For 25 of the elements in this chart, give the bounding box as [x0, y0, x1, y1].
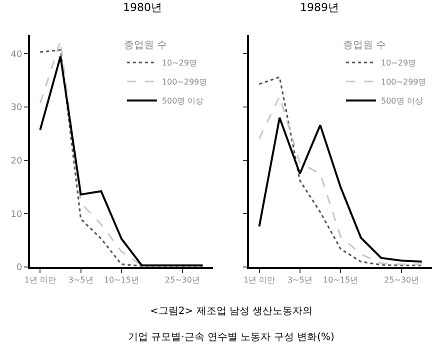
legend-label: 10~29명 [162, 58, 197, 68]
y-tick-label: 0 [16, 263, 22, 274]
y-tick-label: 20 [10, 156, 22, 166]
x-tick-label: 10~15년 [323, 276, 358, 285]
x-tick-label: 1년 미만 [243, 276, 276, 285]
text: 기업 규모별·근속 연수별 노동자 구성 변화(%) [128, 332, 334, 343]
chart-title: 1980년 [123, 1, 162, 14]
y-tick-label: 40 [10, 50, 22, 60]
x-tick-label: 10~15년 [104, 276, 139, 285]
x-tick-label: 25~30년 [164, 276, 200, 285]
x-tick-label: 25~30년 [384, 276, 420, 285]
legend-title: 종업원 수 [343, 40, 386, 51]
y-tick-label: 30 [10, 103, 22, 114]
y-tick-label: 10 [10, 210, 22, 220]
legend-title: 종업원 수 [124, 40, 168, 51]
x-tick-label: 3~5년 [287, 276, 312, 285]
legend-label: 100~299명 [162, 78, 208, 87]
text: <그림2> 제조업 남성 생산노동자의 [150, 306, 313, 317]
chart-title: 1989년 [300, 1, 339, 14]
x-tick-label: 3~5년 [68, 276, 94, 285]
legend-label: 500명 이상 [162, 96, 204, 106]
legend-label: 100~299명 [381, 78, 426, 87]
x-tick-label: 1년 미만 [24, 276, 56, 285]
legend-label: 10~29명 [381, 58, 416, 68]
legend-label: 500명 이상 [381, 96, 423, 106]
